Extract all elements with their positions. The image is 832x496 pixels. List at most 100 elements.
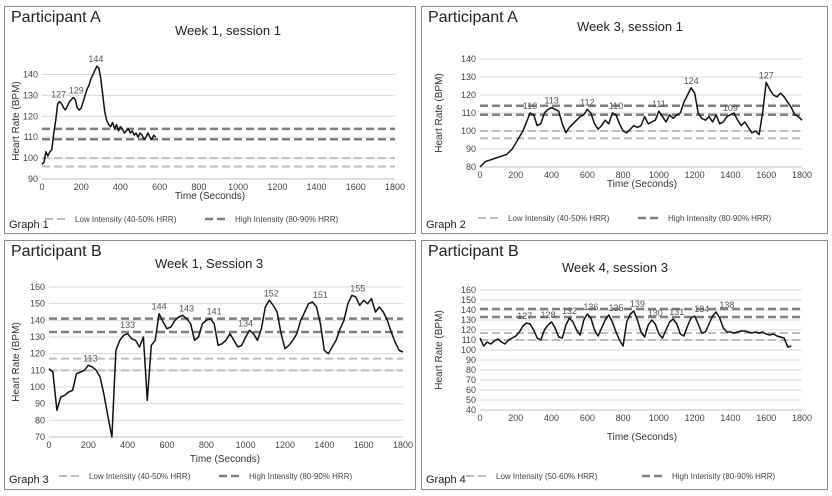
peak-label: 152 — [264, 288, 279, 298]
x-axis-title: Time (Seconds) — [607, 432, 677, 443]
x-tick-label: 400 — [113, 182, 128, 192]
x-tick-label: 600 — [580, 170, 595, 180]
peak-label: 141 — [207, 307, 222, 317]
peak-label: 113 — [83, 353, 97, 363]
peak-label: 136 — [583, 302, 598, 312]
y-tick-label: 140 — [23, 69, 38, 79]
x-tick-label: 400 — [120, 440, 135, 450]
x-tick-label: 1400 — [314, 440, 334, 450]
x-tick-label: 0 — [46, 440, 51, 450]
y-tick-label: 110 — [31, 365, 45, 375]
y-tick-label: 80 — [466, 365, 476, 375]
x-tick-label: 1200 — [267, 182, 287, 192]
y-tick-label: 160 — [30, 282, 45, 292]
x-tick-label: 1200 — [275, 440, 295, 450]
x-tick-label: 200 — [508, 413, 523, 423]
x-tick-label: 800 — [191, 182, 206, 192]
y-tick-label: 140 — [461, 54, 476, 64]
x-tick-label: 1200 — [685, 413, 705, 423]
y-tick-label: 100 — [23, 153, 38, 163]
x-tick-label: 400 — [544, 413, 559, 423]
chart-title: Week 3, session 1 — [577, 19, 683, 34]
x-tick-label: 1600 — [354, 440, 374, 450]
peak-label: 155 — [350, 283, 365, 293]
x-tick-label: 1000 — [236, 440, 256, 450]
peak-label: 138 — [719, 300, 734, 310]
x-tick-label: 600 — [152, 182, 167, 192]
peak-label: 124 — [684, 76, 699, 86]
graph-label: Graph 1 — [9, 219, 49, 231]
peak-label: 139 — [630, 299, 645, 309]
x-tick-label: 1600 — [346, 182, 366, 192]
y-axis-title: Heart Rate (BPM) — [434, 73, 445, 152]
x-tick-label: 1600 — [756, 413, 776, 423]
heart-rate-line — [41, 65, 157, 165]
legend-low-label: Low Intensity (40-50% HRR) — [75, 215, 177, 224]
legend-high-label: High Intensity (80-90% HRR) — [249, 472, 352, 481]
y-tick-label: 120 — [461, 90, 476, 100]
y-tick-label: 110 — [462, 335, 476, 345]
peak-label: 127 — [517, 311, 532, 321]
panel-graph-4: 40 50 60 70 80 90 100 110 120 130 140 150 160 0 200 400… — [421, 240, 828, 490]
peak-label: 130 — [648, 308, 663, 318]
y-tick-label: 100 — [30, 382, 45, 392]
y-tick-label: 120 — [461, 325, 476, 335]
participant-label: Participant A — [11, 9, 101, 26]
heart-rate-line — [479, 310, 792, 348]
y-tick-label: 110 — [24, 132, 38, 142]
x-tick-label: 0 — [39, 182, 44, 192]
x-tick-label: 1800 — [792, 413, 812, 423]
peak-label: 134 — [694, 304, 709, 314]
chart-title: Week 1, session 1 — [175, 23, 281, 38]
x-tick-label: 1000 — [649, 413, 669, 423]
x-tick-label: 0 — [477, 170, 482, 180]
x-tick-label: 1800 — [385, 182, 405, 192]
peak-label: 135 — [608, 303, 623, 313]
legend-high-label: High Intensity (80-90% HRR) — [672, 472, 775, 481]
heart-rate-line — [479, 81, 803, 168]
y-tick-label: 60 — [466, 385, 476, 395]
legend-high-label: High Intensity (80-90% HRR) — [668, 214, 771, 223]
legend-high-label: High Intensity (80-90% HRR) — [235, 215, 338, 224]
x-tick-label: 1400 — [720, 413, 740, 423]
peak-label: 131 — [669, 307, 684, 317]
y-tick-label: 150 — [30, 299, 45, 309]
peak-label: 143 — [179, 303, 194, 313]
peak-label: 144 — [88, 54, 103, 64]
peak-label: 132 — [562, 306, 577, 316]
y-tick-label: 90 — [35, 399, 45, 409]
x-tick-label: 1400 — [720, 170, 740, 180]
x-tick-label: 1000 — [649, 170, 669, 180]
x-tick-label: 1400 — [307, 182, 327, 192]
heart-rate-line — [48, 294, 404, 438]
x-axis-title: Time (Seconds) — [607, 179, 677, 190]
legend-low-label: Low Intensity (40-50% HRR) — [508, 214, 610, 223]
y-tick-label: 90 — [28, 174, 38, 184]
peak-label: 151 — [313, 290, 328, 300]
y-tick-label: 70 — [35, 432, 45, 442]
x-tick-label: 800 — [199, 440, 214, 450]
y-tick-label: 130 — [461, 315, 476, 325]
x-tick-label: 400 — [544, 170, 559, 180]
y-tick-label: 120 — [23, 111, 38, 121]
x-tick-label: 200 — [81, 440, 96, 450]
y-tick-label: 110 — [462, 108, 476, 118]
peak-label: 129 — [69, 85, 84, 95]
x-tick-label: 600 — [159, 440, 174, 450]
y-tick-label: 100 — [461, 345, 476, 355]
graph-label: Graph 4 — [426, 474, 466, 486]
x-tick-label: 1800 — [792, 170, 812, 180]
y-tick-label: 120 — [30, 349, 45, 359]
chart-title: Week 4, session 3 — [562, 260, 668, 275]
y-tick-label: 90 — [466, 144, 476, 154]
peak-label: 109 — [723, 103, 738, 113]
y-tick-label: 70 — [466, 375, 476, 385]
panel-graph-2: 80 90 100 110 120 130 140 0 200 400 600 800 1000 1200… — [421, 6, 828, 234]
graph-label: Graph 3 — [9, 474, 49, 486]
y-tick-label: 50 — [466, 395, 476, 405]
y-tick-label: 130 — [461, 72, 476, 82]
